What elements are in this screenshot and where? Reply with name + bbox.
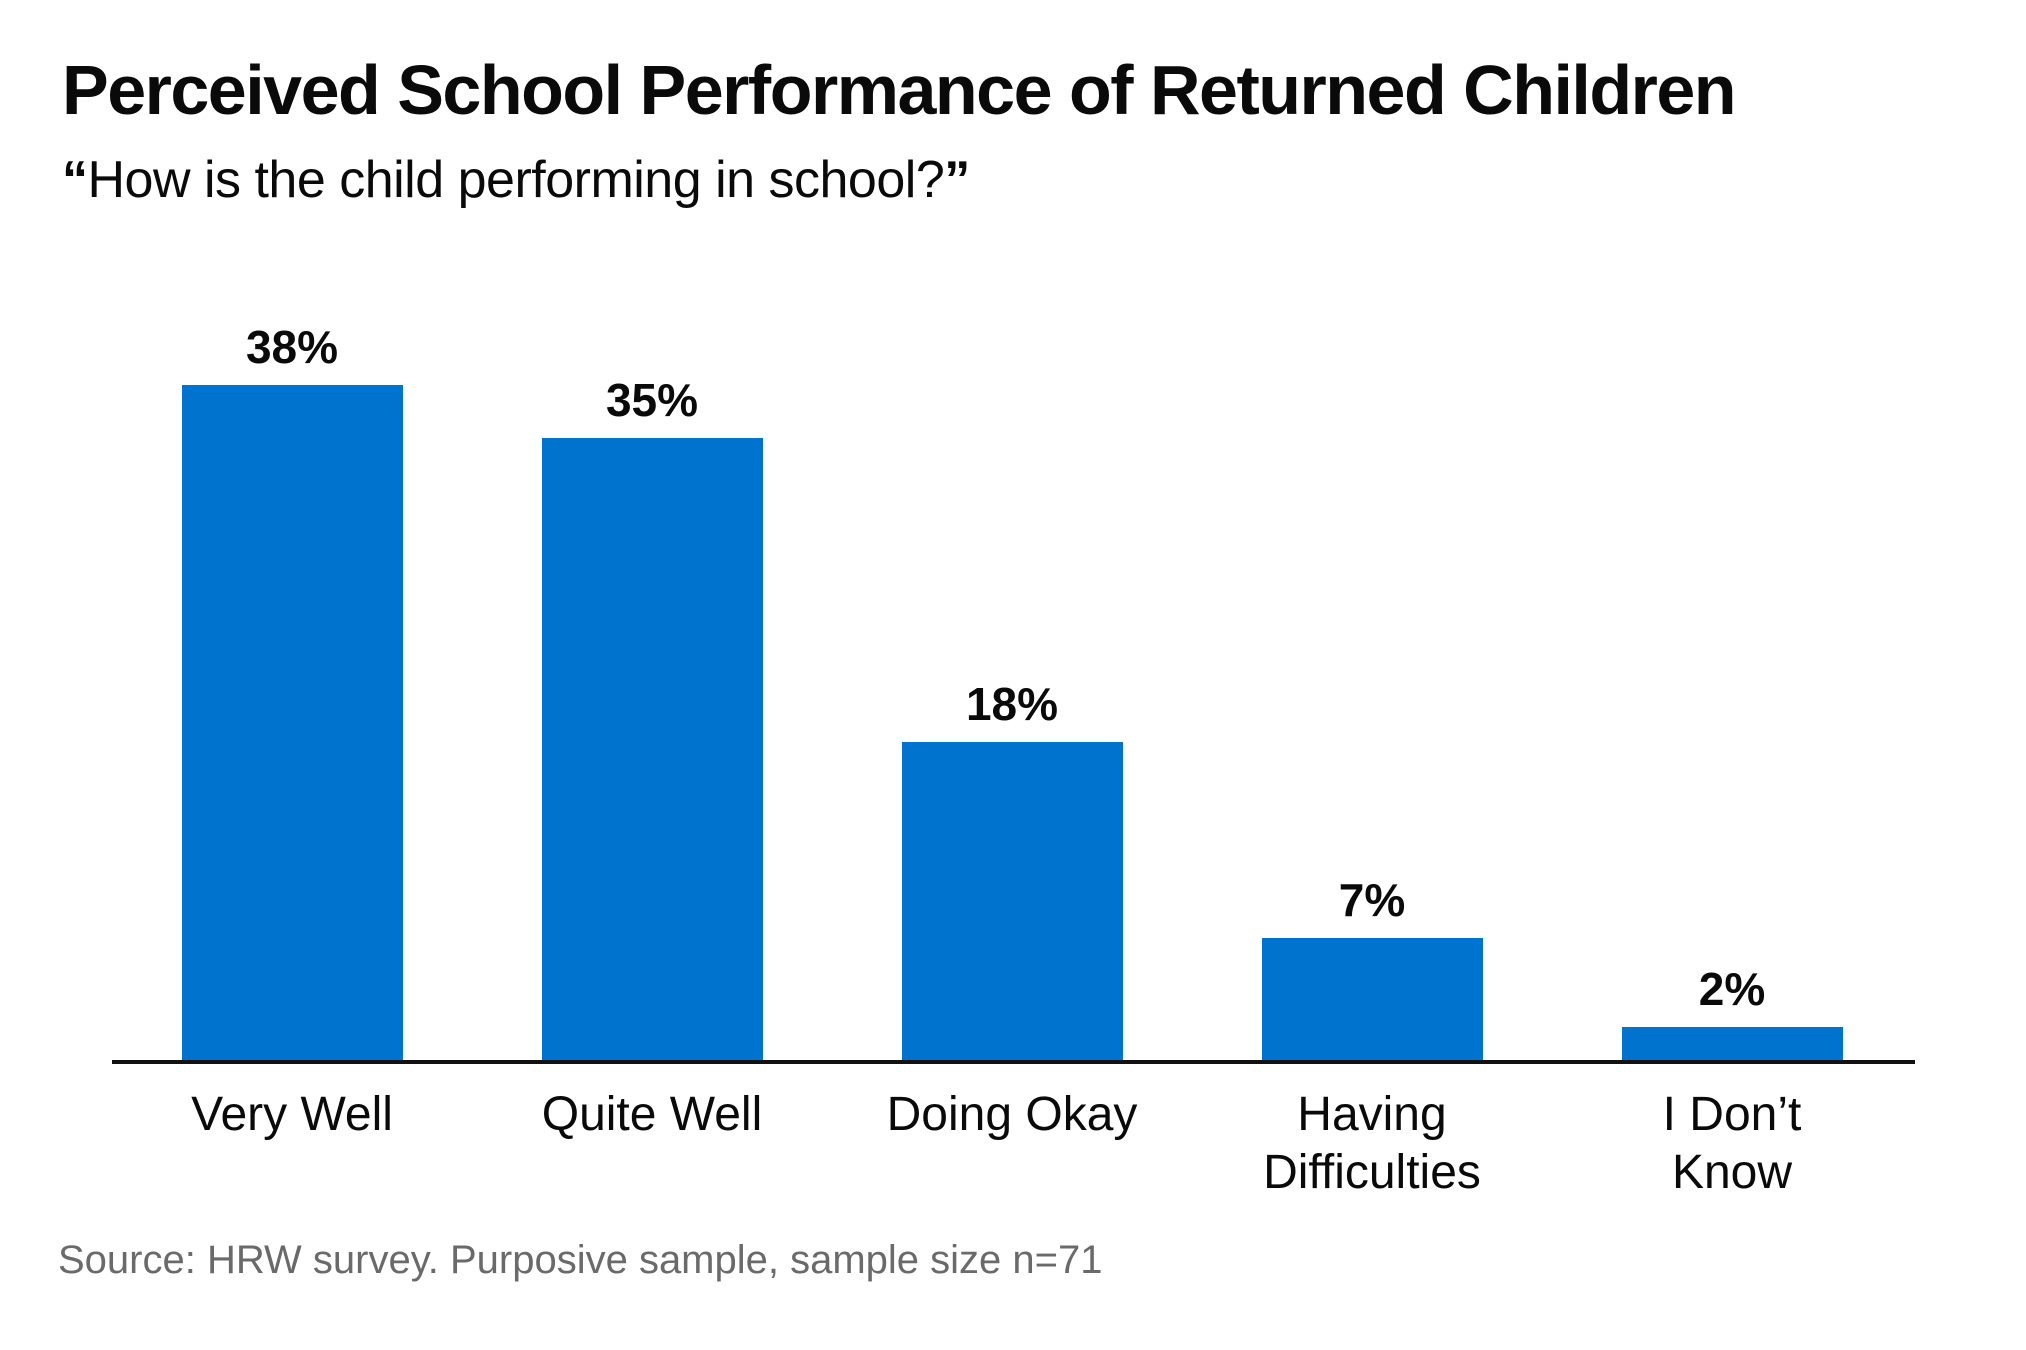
bar-value-label: 2% [1698, 963, 1766, 1016]
category-label: I Don’t Know [1662, 1088, 1802, 1199]
category-label: Having Difficulties [1263, 1088, 1481, 1199]
x-axis-line [112, 1060, 1915, 1064]
x-axis-category-labels: Very Well Quite Well Doing Okay Having Diff… [112, 1086, 1912, 1201]
bar-column: 18% [832, 320, 1192, 1063]
bar [541, 438, 763, 1063]
bar [1621, 1027, 1843, 1063]
bar-value-label: 38% [245, 321, 339, 373]
category-label: Doing Okay [886, 1088, 1138, 1141]
bar [901, 741, 1123, 1063]
close-quote: ” [944, 151, 970, 209]
bar-column: 35% [472, 320, 832, 1063]
bar-value-label: 18% [965, 677, 1059, 730]
category-label: Quite Well [541, 1088, 763, 1141]
bar-column: 38% [112, 320, 472, 1063]
chart-title: Perceived School Performance of Returned… [62, 51, 1737, 129]
bar-column: 2% [1552, 320, 1912, 1063]
source-note: Source: HRW survey. Purposive sample, sa… [58, 1238, 1103, 1282]
bar-value-label: 35% [605, 374, 699, 427]
subtitle-text: How is the child performing in school? [87, 151, 945, 209]
bar-chart-plot-area: 38% 35% 18% 7% 2% [112, 320, 1912, 1063]
bar [181, 385, 403, 1063]
chart-subtitle: “How is the child performing in school?” [62, 150, 970, 210]
open-quote: “ [62, 151, 88, 209]
bar-value-label: 7% [1338, 874, 1406, 927]
bar-column: 7% [1192, 320, 1552, 1063]
category-label: Very Well [191, 1088, 393, 1141]
bar [1261, 938, 1483, 1063]
